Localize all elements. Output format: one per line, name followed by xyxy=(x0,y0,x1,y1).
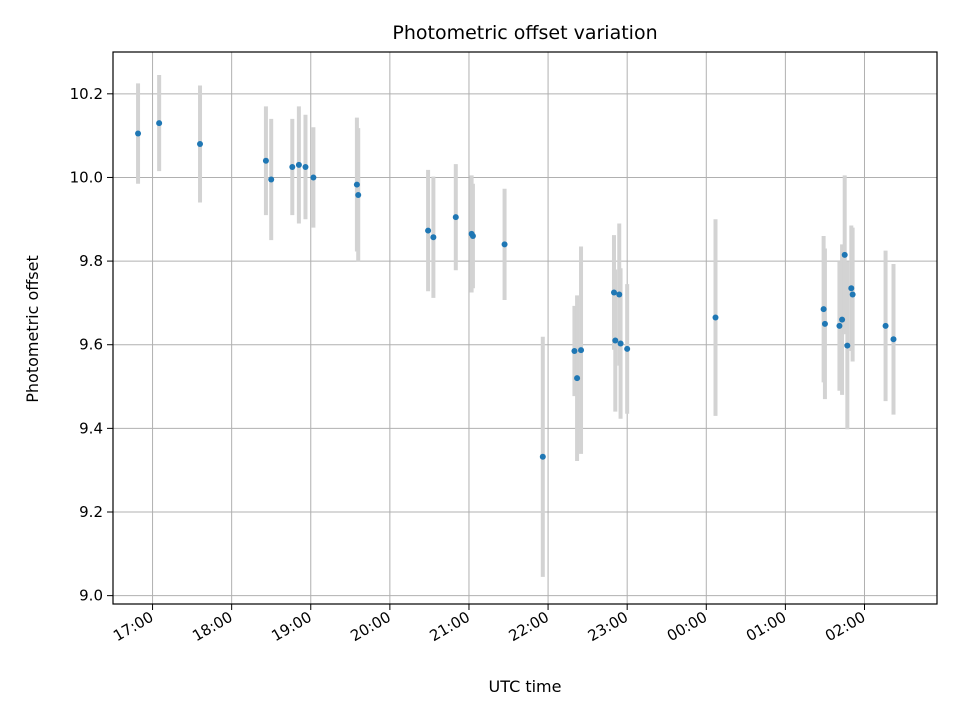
data-point xyxy=(820,306,827,313)
data-point xyxy=(295,161,302,168)
data-point xyxy=(612,337,619,344)
data-point xyxy=(268,176,275,183)
data-point xyxy=(425,227,432,234)
data-point xyxy=(571,348,578,354)
y-tick-label: 9.8 xyxy=(79,252,103,270)
data-point xyxy=(890,336,897,343)
plot-frame xyxy=(112,51,938,605)
data-point xyxy=(844,342,851,349)
data-point xyxy=(310,174,317,181)
data-point xyxy=(574,375,581,382)
chart-title: Photometric offset variation xyxy=(392,22,657,44)
data-point xyxy=(135,130,142,137)
data-point xyxy=(469,233,476,239)
data-point xyxy=(849,291,856,298)
data-point xyxy=(610,289,617,296)
y-tick-label: 9.2 xyxy=(79,503,103,521)
y-tick-label: 9.4 xyxy=(79,419,103,437)
data-point xyxy=(156,120,163,127)
data-points xyxy=(135,120,897,460)
data-point xyxy=(712,314,719,321)
grid-lines xyxy=(113,52,937,604)
data-point xyxy=(836,322,843,329)
data-point xyxy=(882,322,889,329)
y-tick-label: 10.2 xyxy=(70,85,103,103)
data-point xyxy=(355,192,362,199)
data-point xyxy=(578,347,585,354)
data-point xyxy=(262,157,269,164)
data-point xyxy=(624,345,631,352)
y-tick-label: 10.0 xyxy=(70,168,103,186)
data-point xyxy=(841,251,848,258)
data-point xyxy=(302,164,309,170)
data-point xyxy=(452,214,459,221)
data-point xyxy=(617,340,624,347)
data-point xyxy=(539,453,546,460)
data-point xyxy=(821,320,828,327)
data-point xyxy=(501,241,508,248)
data-point xyxy=(353,181,360,188)
y-axis-ticks: 9.0 9.2 9.4 9.6 9.8 10.0 10.2 xyxy=(70,85,113,605)
data-point xyxy=(289,164,296,170)
data-point xyxy=(616,291,623,298)
data-point xyxy=(839,316,846,323)
data-point xyxy=(197,141,204,147)
x-axis-title: UTC time xyxy=(489,677,562,696)
data-point xyxy=(848,285,855,292)
y-tick-label: 9.0 xyxy=(79,587,103,605)
y-axis-title: Photometric offset xyxy=(23,255,42,403)
data-point xyxy=(430,234,437,241)
y-tick-label: 9.6 xyxy=(79,336,103,354)
